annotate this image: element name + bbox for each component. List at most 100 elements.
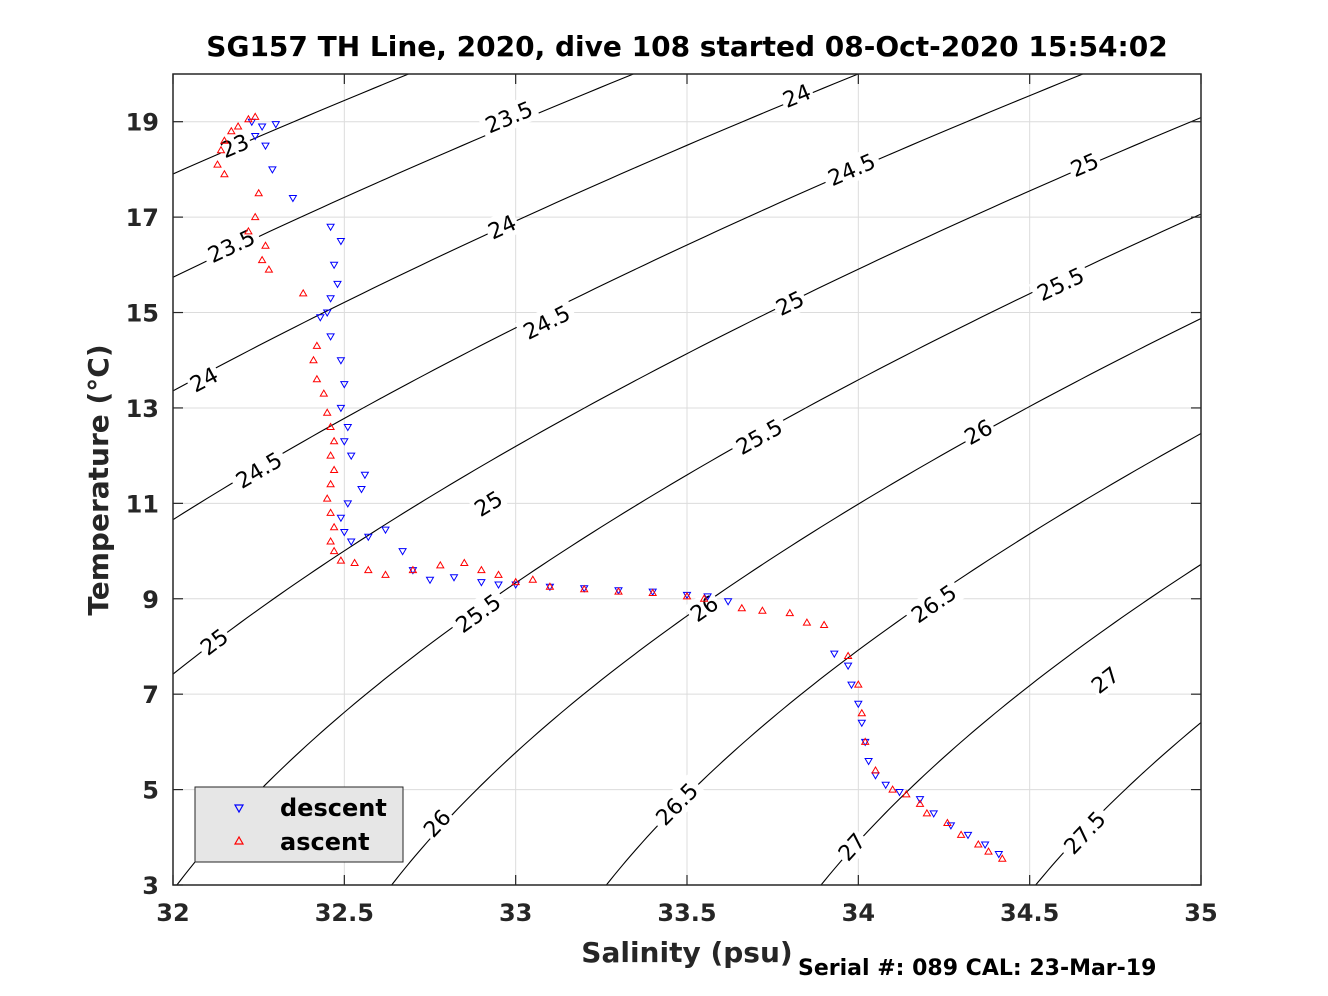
- contour-label-bg: [183, 360, 225, 399]
- descent-point: [360, 471, 370, 480]
- ascent-point: [319, 389, 329, 397]
- ascent-point: [312, 341, 322, 349]
- ascent-point: [329, 436, 339, 445]
- ascent-point: [254, 188, 264, 197]
- descent-point: [929, 810, 939, 818]
- contour-label-bg: [769, 284, 810, 322]
- x-tick-label: 35: [1184, 899, 1217, 927]
- descent-point: [271, 121, 281, 129]
- descent-point: [343, 500, 353, 508]
- ascent-point: [264, 265, 274, 273]
- y-tick-label: 19: [126, 109, 159, 137]
- y-tick-label: 7: [142, 681, 159, 709]
- ascent-point: [699, 594, 709, 602]
- descent-point: [326, 295, 335, 303]
- ascent-point: [459, 558, 469, 566]
- legend-box: [194, 786, 404, 863]
- descent-point: [336, 514, 346, 523]
- ascent-point: [528, 575, 538, 583]
- x-tick-label: 32: [156, 899, 189, 927]
- contour-label-bg: [1055, 802, 1114, 863]
- ascent-point: [922, 808, 932, 817]
- descent-point: [449, 574, 459, 582]
- descent-point: [343, 424, 353, 432]
- ascent-point: [326, 537, 335, 545]
- isopycnal-line: [390, 317, 1201, 885]
- isopycnal-line: [173, 74, 860, 392]
- contour-label-bg: [446, 585, 510, 641]
- ascent-point: [871, 766, 880, 774]
- descent-point: [494, 581, 503, 589]
- y-tick-label: 15: [126, 300, 159, 328]
- contour-label-bg: [683, 588, 725, 629]
- ascent-point: [312, 374, 322, 383]
- ascent-point: [250, 112, 260, 120]
- contour-label-bg: [193, 621, 235, 662]
- descent-point: [257, 123, 267, 131]
- ascent-point: [915, 799, 925, 807]
- descent-point: [381, 526, 390, 535]
- ascent-point: [220, 169, 229, 178]
- ascent-point: [226, 126, 236, 135]
- ascent-point: [233, 122, 243, 130]
- y-axis-label: Temperature (°C): [82, 344, 115, 615]
- ascent-point: [943, 818, 952, 826]
- descent-point: [881, 781, 891, 790]
- descent-point: [857, 719, 867, 728]
- descent-point: [336, 357, 346, 365]
- ascent-point: [326, 479, 335, 488]
- ascent-point: [322, 494, 332, 502]
- isopycnal-line: [173, 116, 1201, 675]
- ascent-point: [758, 606, 767, 614]
- descent-point: [336, 404, 346, 413]
- ascent-point: [682, 591, 692, 600]
- isopycnal-line: [173, 74, 635, 278]
- ascent-point: [244, 226, 253, 235]
- contour-label-bg: [482, 208, 522, 246]
- ascent-point: [494, 570, 503, 578]
- data-points: [213, 112, 1007, 862]
- contour-label-bg: [1064, 146, 1105, 183]
- ascent-point: [819, 620, 829, 628]
- descent-point: [261, 142, 270, 151]
- legend-descent-marker: [233, 804, 245, 814]
- ascent-point: [545, 582, 555, 590]
- x-tick-label: 34.5: [1000, 899, 1059, 927]
- isopycnal-line: [820, 563, 1201, 885]
- isopycnal-line: [176, 213, 1201, 885]
- descent-point: [322, 309, 332, 317]
- ascent-point: [737, 603, 747, 612]
- descent-point: [843, 662, 853, 671]
- y-tick-label: 3: [142, 872, 159, 900]
- descent-point: [288, 195, 298, 203]
- descent-point: [895, 789, 904, 797]
- ascent-point: [997, 854, 1007, 862]
- ascent-point: [329, 465, 339, 473]
- axis-ticks: [172, 74, 1202, 886]
- ascent-point: [220, 136, 229, 144]
- ascent-point: [956, 830, 966, 838]
- ascent-point: [853, 680, 863, 688]
- descent-point: [336, 238, 346, 246]
- contour-label-bg: [902, 576, 965, 631]
- y-tick-label: 11: [126, 490, 159, 518]
- descent-point: [847, 681, 856, 690]
- x-tick-label: 34: [842, 899, 875, 927]
- descent-point: [425, 576, 435, 585]
- ascent-point: [408, 565, 418, 574]
- ascent-point: [973, 840, 983, 848]
- ascent-point: [984, 847, 993, 855]
- descent-point: [398, 548, 407, 556]
- contour-label-bg: [776, 77, 817, 114]
- descent-point: [994, 851, 1004, 859]
- descent-point: [346, 452, 356, 461]
- descent-point: [477, 579, 486, 587]
- descent-point: [339, 529, 349, 537]
- ascent-point: [579, 584, 589, 593]
- descent-point: [864, 758, 873, 766]
- descent-point: [829, 650, 839, 659]
- descent-point: [723, 598, 733, 606]
- contour-label-bg: [467, 483, 509, 523]
- x-tick-label: 33.5: [657, 899, 716, 927]
